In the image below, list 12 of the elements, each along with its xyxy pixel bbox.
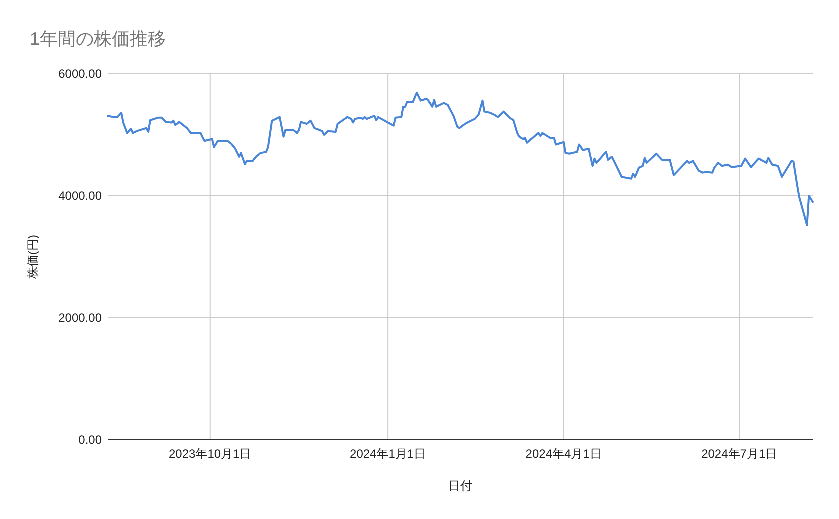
x-tick-label: 2024年1月1日 [350, 447, 426, 461]
y-tick-label: 4000.00 [58, 189, 102, 203]
x-tick-label: 2024年4月1日 [526, 447, 602, 461]
y-tick-label: 2000.00 [58, 311, 102, 325]
x-tick-label: 2023年10月1日 [169, 447, 252, 461]
y-tick-label: 0.00 [78, 433, 102, 447]
x-axis-title: 日付 [448, 479, 472, 493]
y-axis-title: 株価(円) [26, 235, 40, 280]
x-tick-label: 2024年7月1日 [702, 447, 778, 461]
chart-title: 1年間の株価推移 [30, 29, 166, 49]
line-series [107, 92, 814, 226]
y-tick-label: 6000.00 [58, 67, 102, 81]
